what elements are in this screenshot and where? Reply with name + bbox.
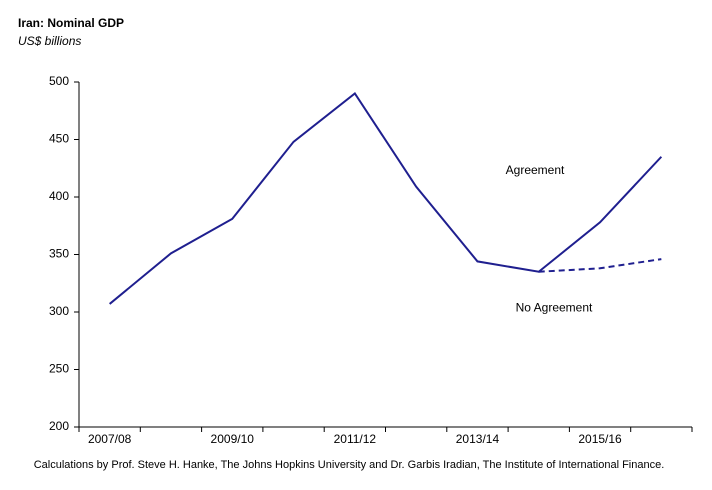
series-line (538, 258, 662, 273)
x-tick-label: 2009/10 (211, 432, 255, 446)
y-tick-label: 250 (49, 362, 69, 376)
y-tick-label: 400 (49, 189, 69, 203)
x-tick-label: 2015/16 (578, 432, 622, 446)
y-tick-label: 350 (49, 247, 69, 261)
y-tick-label: 200 (49, 419, 69, 433)
x-tick-label: 2011/12 (334, 432, 377, 446)
chart-subtitle: US$ billions (18, 34, 81, 48)
series-label: Agreement (506, 163, 565, 177)
series-label: No Agreement (516, 300, 593, 314)
y-tick-label: 450 (49, 132, 69, 146)
series-line (109, 92, 663, 305)
footnote: Calculations by Prof. Steve H. Hanke, Th… (34, 459, 665, 471)
chart-title: Iran: Nominal GDP (18, 16, 124, 30)
x-tick-label: 2013/14 (456, 432, 500, 446)
y-tick-label: 300 (49, 304, 69, 318)
y-tick-label: 500 (49, 74, 69, 88)
x-tick-label: 2007/08 (88, 432, 132, 446)
